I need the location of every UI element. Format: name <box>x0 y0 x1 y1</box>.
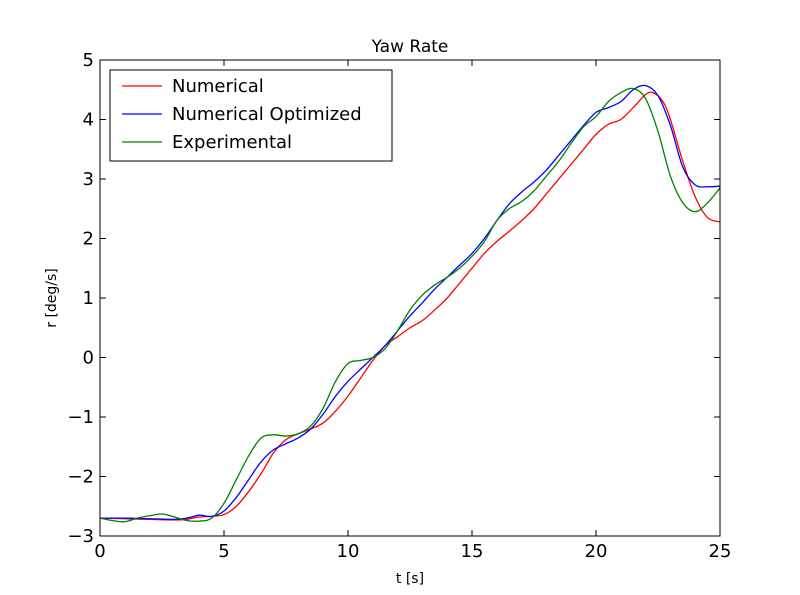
series-lines <box>99 84 721 523</box>
x-tick-label: 25 <box>709 541 732 562</box>
x-axis-label: t [s] <box>396 571 424 587</box>
legend-box <box>109 69 393 162</box>
x-tick-label: 10 <box>337 541 360 562</box>
x-tick-label: 15 <box>461 541 484 562</box>
y-axis-label: r [deg/s] <box>44 268 60 328</box>
x-tick-label: 0 <box>94 541 105 562</box>
series-line-2 <box>99 84 721 521</box>
y-tick-label: 1 <box>83 288 94 309</box>
legend-label-3: Experimental <box>172 132 292 153</box>
x-tick-label: 20 <box>585 541 608 562</box>
legend-label-2: Numerical Optimized <box>172 104 362 125</box>
y-tick-label: −3 <box>67 526 94 547</box>
series-line-3 <box>99 87 721 523</box>
y-tick-label: 4 <box>83 110 94 131</box>
chart-title: Yaw Rate <box>371 37 449 57</box>
y-tick-label: −2 <box>67 467 94 488</box>
series-line-1 <box>99 91 721 521</box>
legend-label-1: Numerical <box>172 76 264 97</box>
y-tick-label: 5 <box>83 50 94 71</box>
x-tick-label: 5 <box>218 541 229 562</box>
y-tick-label: 0 <box>83 348 94 369</box>
axis-ticks: 0 5 10 15 20 25 −3 −2 −1 0 1 2 3 4 5 <box>67 50 731 562</box>
y-tick-label: 2 <box>83 229 94 250</box>
y-tick-label: −1 <box>67 407 94 428</box>
legend: Numerical Numerical Optimized Experimental <box>109 69 393 162</box>
y-tick-label: 3 <box>83 169 94 190</box>
